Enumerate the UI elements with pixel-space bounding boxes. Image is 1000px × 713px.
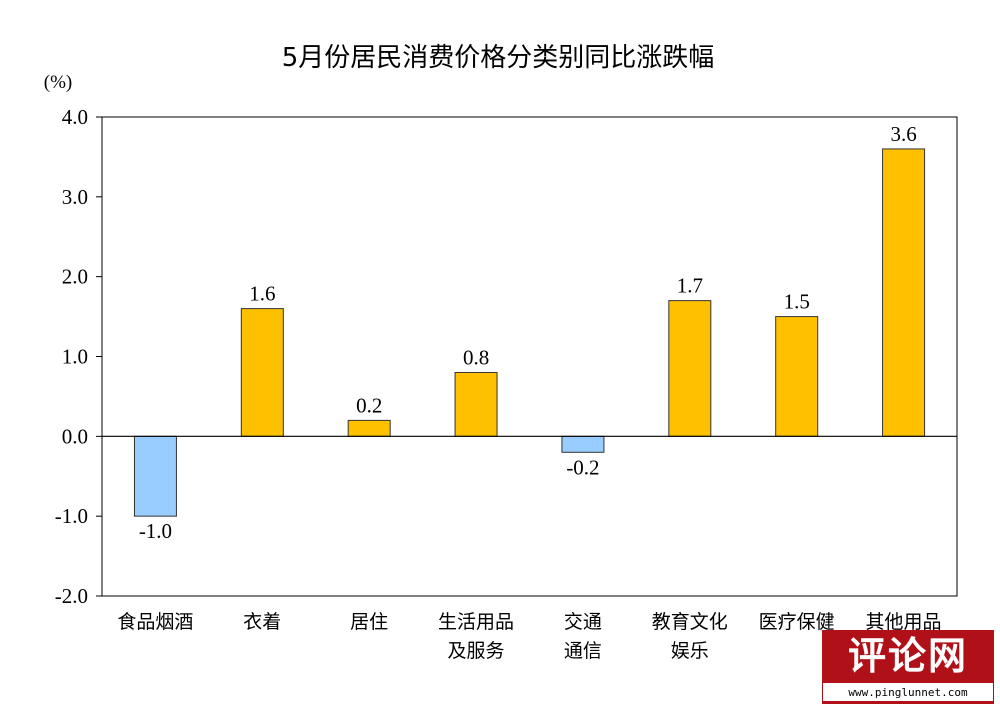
x-category-label: 娱乐	[671, 640, 709, 662]
bar-1	[133, 435, 177, 517]
x-category-label: 生活用品	[438, 611, 514, 633]
y-tick-label: 1.0	[62, 345, 88, 369]
watermark-url: www.pinglunnet.com	[822, 682, 994, 702]
y-tick-label: 4.0	[62, 105, 88, 129]
x-category-label: 其他用品	[866, 611, 942, 633]
x-category-label: 居住	[350, 611, 388, 633]
data-label-5: -0.2	[566, 455, 599, 479]
y-tick-label: 3.0	[62, 185, 88, 209]
x-category-label: 衣着	[243, 611, 281, 633]
y-axis-unit: (%)	[44, 72, 72, 93]
bar-7	[775, 316, 819, 437]
data-label-7: 1.5	[784, 290, 810, 314]
bar-2	[240, 308, 284, 437]
x-category-label: 及服务	[448, 640, 505, 662]
bars-group	[133, 148, 926, 517]
data-label-2: 1.6	[249, 282, 275, 306]
x-category-label: 食品烟酒	[117, 611, 193, 633]
bar-3	[347, 419, 391, 437]
data-label-4: 0.8	[463, 345, 489, 369]
plot-frame	[101, 116, 958, 597]
x-category-label: 教育文化	[652, 611, 728, 633]
bar-4	[454, 371, 498, 437]
x-category-label: 交通	[564, 611, 602, 633]
y-tick-label: -2.0	[55, 584, 88, 608]
x-category-label: 医疗保健	[759, 611, 835, 633]
bar-8	[882, 148, 926, 437]
data-label-8: 3.6	[890, 122, 916, 146]
y-tick-label: 2.0	[62, 265, 88, 289]
y-tick-label: -1.0	[55, 504, 88, 528]
y-tick-label: 0.0	[62, 424, 88, 448]
watermark-logo: 评论网 www.pinglunnet.com	[822, 630, 994, 704]
data-labels-group: -1.0 1.6 0.2 0.8 -0.2 1.7 1.5 3.6	[139, 122, 917, 543]
watermark-text: 评论网	[847, 633, 968, 678]
data-label-6: 1.7	[677, 274, 703, 298]
y-axis-ticks: 4.0 3.0 2.0 1.0 0.0 -1.0 -2.0	[55, 105, 102, 608]
chart-title: 5月份居民消费价格分类别同比涨跌幅	[282, 43, 715, 73]
data-label-1: -1.0	[139, 519, 172, 543]
bar-5	[561, 435, 605, 453]
x-category-label: 通信	[564, 640, 602, 662]
bar-6	[668, 300, 712, 437]
data-label-3: 0.2	[356, 393, 382, 417]
